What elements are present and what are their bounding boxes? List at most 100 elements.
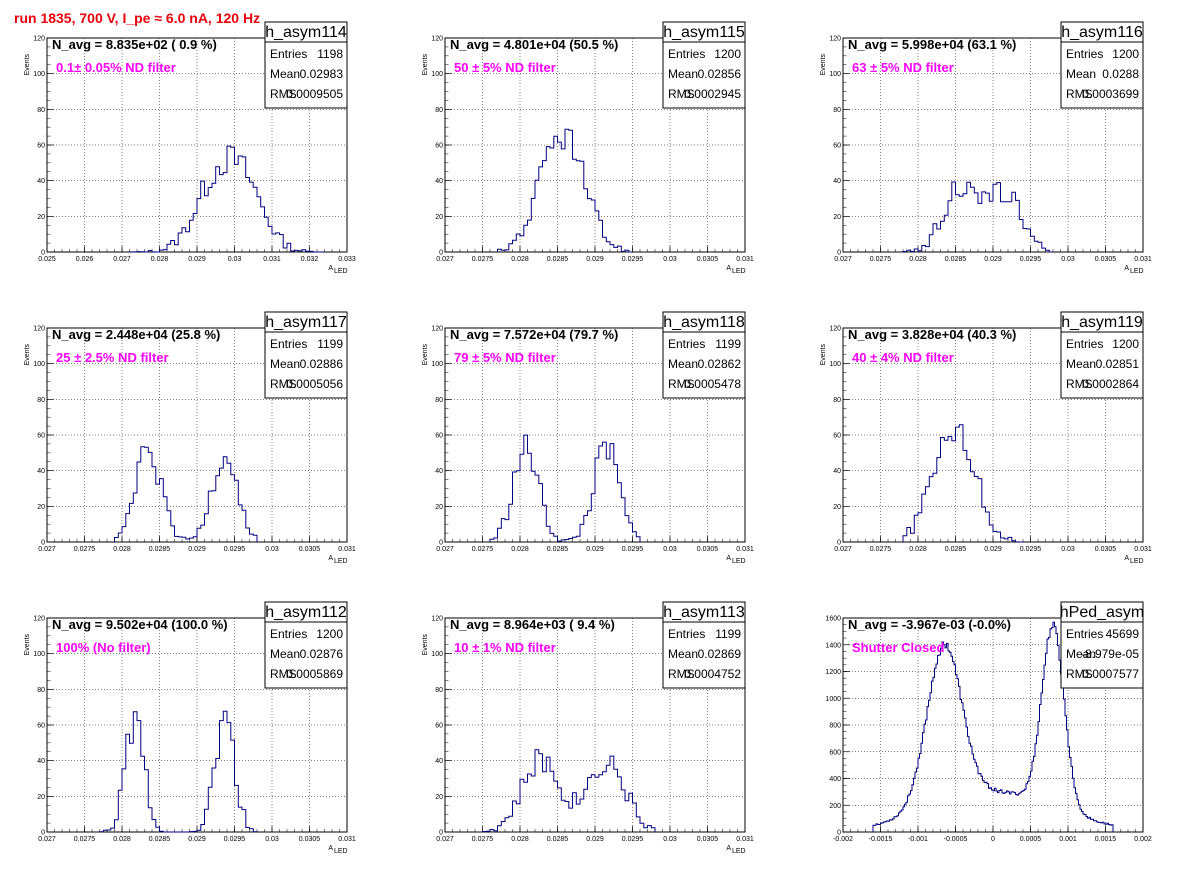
stats-box: [1060, 311, 1144, 399]
y-tick-label: 120: [431, 616, 443, 623]
x-axis-label: A: [726, 555, 731, 562]
stats-label: Entries: [668, 47, 705, 61]
stats-label: RMS: [1066, 87, 1093, 101]
y-tick-label: 80: [435, 687, 443, 694]
y-tick-label: 100: [431, 71, 443, 78]
x-axis-label: A: [726, 265, 731, 272]
y-tick-label: 1200: [825, 669, 841, 676]
filter-label: 10 ± 1% ND filter: [454, 640, 556, 655]
x-tick-label: 0.028: [113, 546, 131, 553]
stats-box: [662, 21, 746, 109]
y-tick-label: 20: [833, 214, 841, 221]
stats-label: RMS: [668, 377, 695, 391]
x-tick-label: 0.031: [263, 256, 281, 263]
histogram-name: h_asym116: [1061, 24, 1143, 41]
histogram-series: [114, 446, 258, 542]
histogram-name: hPed_asym: [1060, 604, 1145, 621]
x-axis-label-sub: LED: [732, 268, 746, 275]
y-tick-label: 80: [435, 397, 443, 404]
y-tick-label: 1000: [825, 696, 841, 703]
x-tick-label: 0.0285: [945, 256, 967, 263]
x-tick-label: 0.028: [909, 256, 927, 263]
x-tick-label: 0.0305: [299, 836, 321, 843]
stats-value: 0.0288: [1102, 67, 1139, 81]
histogram-series: [497, 128, 633, 253]
y-tick-label: 80: [435, 107, 443, 114]
x-tick-label: 0.027: [436, 256, 454, 263]
stats-label: Mean: [1066, 647, 1096, 661]
x-tick-label: 0.032: [301, 256, 319, 263]
n-avg-title: N_avg = 2.448e+04 (25.8 %): [52, 327, 220, 342]
histogram-name: h_asym117: [265, 314, 347, 331]
x-tick-label: 0: [991, 836, 995, 843]
stats-label: Entries: [270, 627, 307, 641]
x-tick-label: 0.0295: [224, 546, 246, 553]
x-tick-label: 0.031: [1134, 256, 1152, 263]
y-tick-label: 100: [33, 71, 45, 78]
y-tick-label: 400: [829, 776, 841, 783]
x-axis-label-sub: LED: [334, 268, 348, 275]
y-tick-label: 0: [439, 540, 443, 547]
histogram-panel-h_asym113: 0.027 0.0275 0.028 0.0285 0.029 0.0295 0.03 0.0…: [422, 601, 754, 855]
n-avg-title: N_avg = 7.572e+04 (79.7 %): [450, 327, 618, 342]
y-tick-label: 0: [837, 540, 841, 547]
x-axis-label-sub: LED: [1130, 558, 1144, 565]
x-tick-label: 0.027: [113, 256, 131, 263]
x-tick-label: 0.0275: [74, 836, 96, 843]
x-tick-label: 0.03: [1061, 256, 1075, 263]
x-tick-label: 0.0295: [622, 836, 644, 843]
histogram-series: [99, 710, 258, 833]
x-tick-label: 0.001: [1059, 836, 1077, 843]
y-tick-label: 80: [833, 107, 841, 114]
x-tick-label: 0.0275: [870, 256, 892, 263]
x-tick-label: 0.033: [338, 256, 356, 263]
stats-value: 1199: [715, 627, 741, 641]
stats-box: [264, 21, 348, 109]
stats-value: 0.0003699: [1082, 87, 1139, 101]
x-tick-label: 0.0305: [697, 546, 719, 553]
n-avg-title: N_avg = 8.964e+03 ( 9.4 %): [450, 617, 615, 632]
x-tick-label: 0.027: [38, 836, 56, 843]
stats-value: 0.0007577: [1082, 667, 1139, 681]
y-tick-label: 40: [37, 468, 45, 475]
x-tick-label: 0.0285: [945, 546, 967, 553]
stats-value: 0.0004752: [684, 667, 741, 681]
y-tick-label: 100: [431, 361, 443, 368]
x-tick-label: 0.029: [984, 256, 1002, 263]
x-tick-label: 0.0275: [472, 836, 494, 843]
stats-label: Entries: [1066, 627, 1103, 641]
x-tick-label: 0.031: [338, 836, 356, 843]
histogram-name: h_asym119: [1061, 314, 1143, 331]
x-axis-label: A: [328, 555, 333, 562]
y-tick-label: 40: [37, 178, 45, 185]
stats-box: [1060, 601, 1144, 689]
stats-label: Entries: [270, 337, 307, 351]
x-tick-label: 0.028: [511, 256, 529, 263]
filter-label: 25 ± 2.5% ND filter: [56, 350, 169, 365]
y-axis-label: Events: [820, 344, 827, 366]
stats-label: Mean: [1066, 67, 1096, 81]
x-tick-label: 0.03: [663, 836, 677, 843]
histogram-panel-h_asym117: 0.027 0.0275 0.028 0.0285 0.029 0.0295 0.03 0.0…: [24, 311, 356, 565]
y-tick-label: 20: [37, 214, 45, 221]
y-tick-label: 0: [41, 250, 45, 257]
y-tick-label: 120: [431, 326, 443, 333]
x-tick-label: 0.0305: [697, 836, 719, 843]
x-tick-label: 0.031: [1134, 546, 1152, 553]
x-tick-label: 0.0305: [1095, 256, 1117, 263]
filter-label: Shutter Closed: [852, 640, 945, 655]
y-tick-label: 60: [435, 433, 443, 440]
stats-value: 1200: [1112, 47, 1139, 61]
x-axis-label-sub: LED: [1130, 268, 1144, 275]
x-tick-label: 0.0295: [1020, 256, 1042, 263]
x-axis-label: A: [1124, 555, 1129, 562]
x-tick-label: 0.03: [663, 546, 677, 553]
y-tick-label: 100: [33, 361, 45, 368]
stats-value: 1200: [316, 627, 343, 641]
stats-label: RMS: [270, 667, 297, 681]
x-tick-label: 0.029: [984, 546, 1002, 553]
n-avg-title: N_avg = 8.835e+02 ( 0.9 %): [52, 37, 217, 52]
filter-label: 100% (No filter): [56, 640, 151, 655]
stats-value: 1200: [1112, 337, 1139, 351]
x-tick-label: 0.0275: [472, 256, 494, 263]
